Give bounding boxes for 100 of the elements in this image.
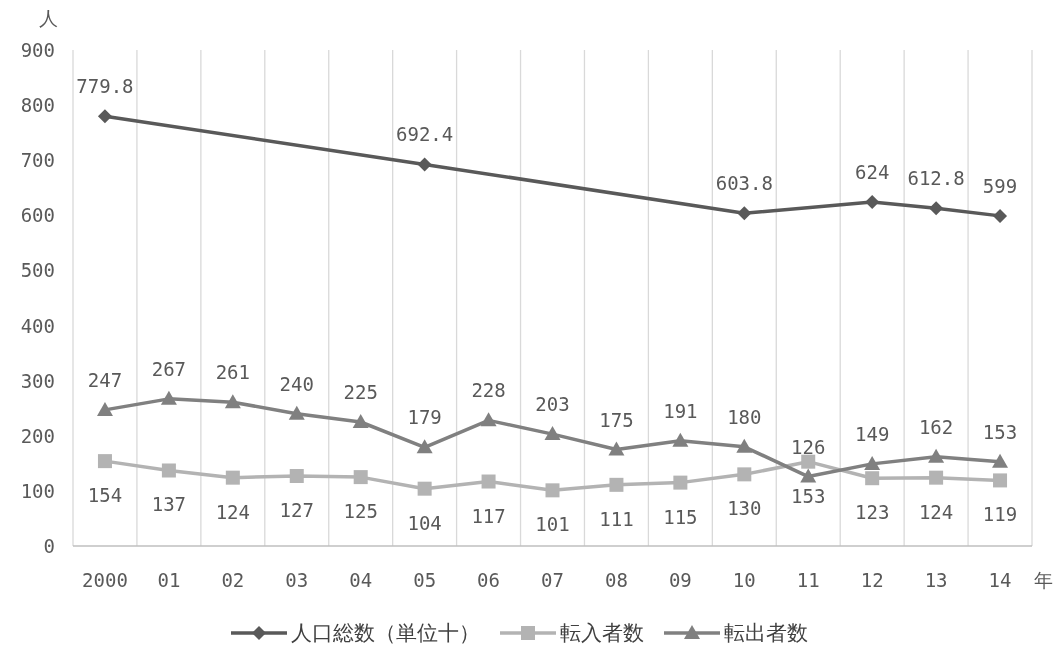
point [609,477,624,492]
point [97,454,112,469]
point [545,483,560,498]
point [865,471,880,486]
data-label: 154 [87,484,123,507]
data-label: 117 [471,504,506,527]
x-tick-label: 10 [732,569,756,591]
data-label: 115 [663,505,698,528]
point [737,206,752,221]
data-label: 101 [535,513,570,536]
data-label: 137 [151,493,187,516]
x-tick-label: 04 [349,569,373,591]
point [161,463,176,478]
x-tick-label: 13 [924,569,948,591]
point [993,208,1008,223]
x-tick-label: 06 [477,569,501,591]
data-label: 240 [279,372,314,395]
point [608,441,625,456]
data-label: 126 [791,435,826,458]
point [352,414,369,428]
x-tick-label: 09 [668,569,692,591]
point [288,405,305,420]
point [97,109,112,124]
y-axis-title: 人 [38,7,58,29]
x-tick-label: 03 [285,569,309,591]
point [416,439,433,454]
x-tick-label: 14 [988,569,1012,591]
data-label: 123 [855,501,890,524]
point [353,470,368,485]
point [480,412,497,427]
data-label: 130 [727,497,762,520]
data-label: 180 [727,405,762,428]
data-label: 179 [407,406,442,429]
x-tick-label: 02 [221,569,245,591]
x-tick-label: 2000 [82,569,128,591]
point [417,157,432,172]
legend-label: 転出者数 [724,621,808,645]
point [928,448,945,463]
y-tick-label: 700 [20,149,55,172]
point [800,468,817,483]
data-label: 153 [982,420,1018,443]
data-label: 149 [855,422,890,445]
data-label: 225 [343,381,378,403]
point [673,475,688,490]
point [225,470,240,485]
point [96,401,113,416]
data-label: 779.8 [76,75,134,98]
data-label: 191 [663,399,698,422]
data-label: 603.8 [715,172,773,195]
point [929,201,944,216]
data-label: 124 [215,500,250,523]
point [544,426,561,441]
data-label: 175 [599,408,634,431]
data-label: 203 [535,393,570,416]
data-label: 153 [791,484,826,507]
data-label: 624 [855,161,890,184]
point [672,432,689,447]
y-tick-label: 100 [20,479,55,502]
point [864,455,881,470]
data-label: 599 [982,174,1018,197]
data-label: 124 [918,500,954,523]
point [865,195,880,210]
legend-label: 転入者数 [560,621,644,645]
point [289,469,304,484]
y-tick-label: 500 [20,259,55,282]
data-label: 111 [599,507,634,530]
x-axis-title: 年 [1033,569,1053,591]
x-tick-label: 12 [860,569,884,591]
point [737,467,752,482]
x-tick-label: 05 [413,569,437,591]
point [160,390,177,405]
x-tick-label: 08 [604,569,628,591]
data-label: 119 [982,503,1018,526]
data-label: 228 [471,379,506,402]
data-label: 267 [151,357,187,380]
data-label: 692.4 [396,123,454,146]
legend-label: 人口総数（単位十） [291,621,480,645]
x-tick-label: 01 [157,569,181,591]
y-tick-label: 600 [20,204,55,227]
x-tick-label: 11 [796,569,820,591]
data-label: 261 [215,361,250,384]
data-label: 162 [918,415,954,438]
point [992,453,1009,468]
y-tick-label: 200 [20,424,55,447]
data-label: 104 [407,511,442,534]
x-tick-label: 07 [541,569,564,591]
point [736,438,753,453]
y-tick-label: 300 [20,369,55,392]
y-tick-label: 400 [20,314,55,337]
data-label: 612.8 [907,167,965,190]
point [481,474,496,489]
point [993,473,1008,488]
point [801,454,816,469]
data-label: 125 [343,500,378,523]
y-tick-label: 800 [20,94,55,117]
y-tick-label: 0 [43,535,55,557]
point [224,394,241,409]
point [417,481,432,496]
y-tick-label: 900 [20,39,55,61]
point [929,470,944,485]
